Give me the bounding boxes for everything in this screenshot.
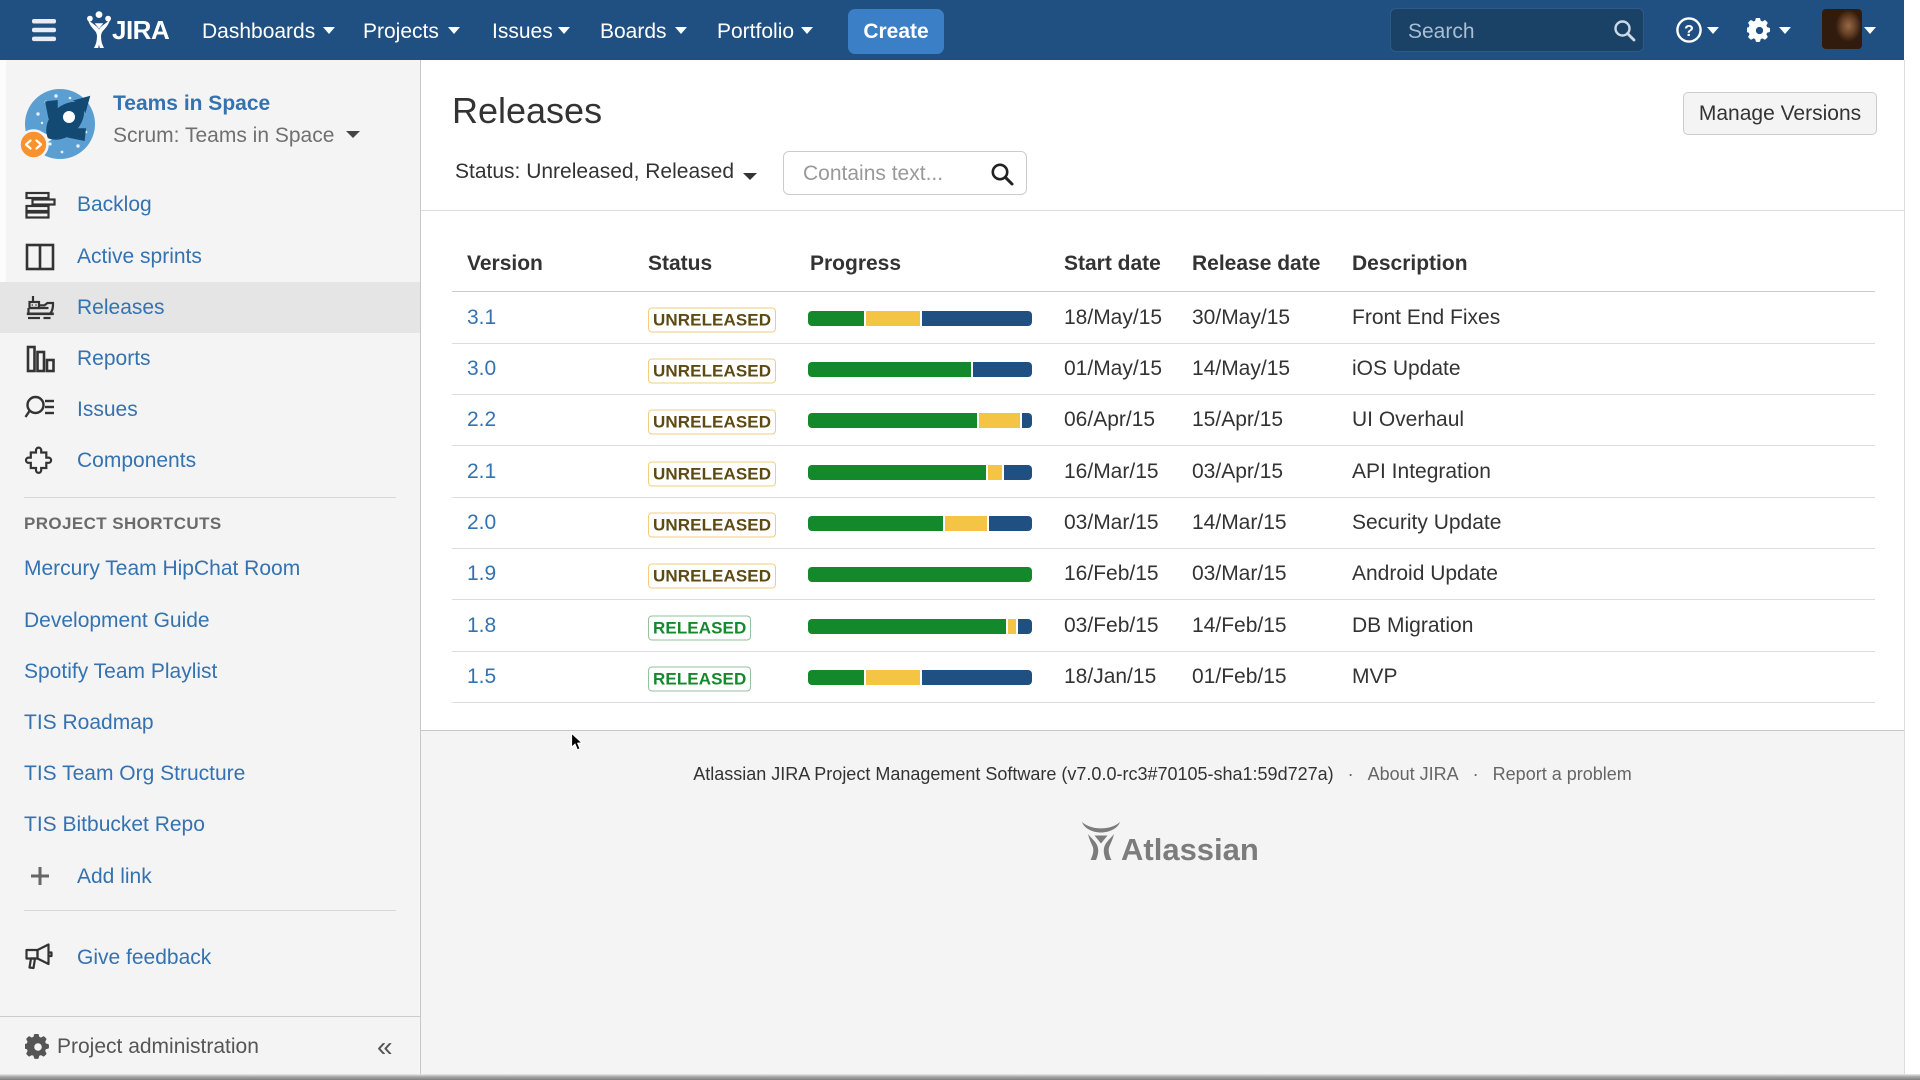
svg-text:?: ? <box>1684 23 1694 40</box>
svg-text:Atlassian: Atlassian <box>1121 832 1259 867</box>
